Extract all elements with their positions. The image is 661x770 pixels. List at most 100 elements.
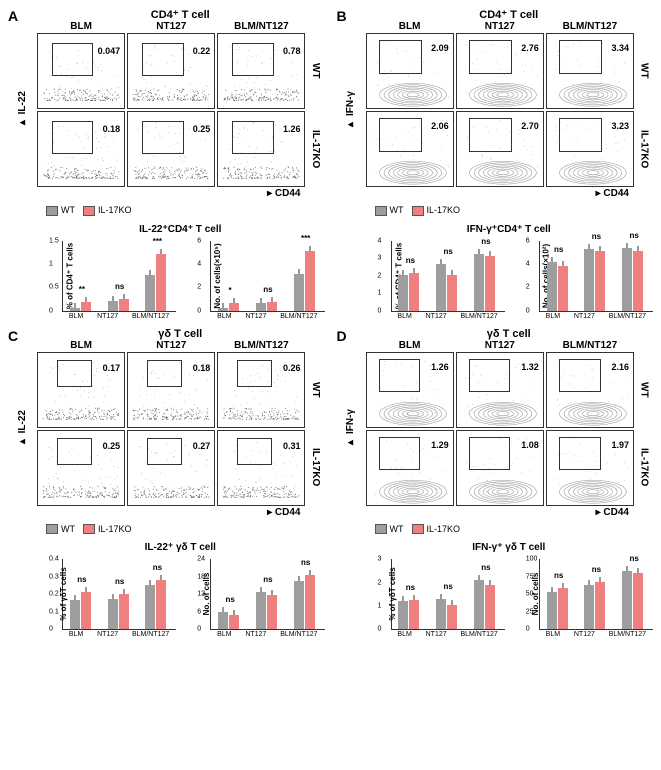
condition-label: BLM/NT127	[216, 21, 306, 32]
error-bar	[414, 268, 415, 273]
significance-label: ns	[547, 571, 571, 580]
gate-box	[237, 438, 272, 465]
bar-wt	[436, 599, 446, 629]
bar-wt	[584, 585, 594, 629]
bar-xlabel: BLM	[397, 631, 411, 638]
gate-value: 2.70	[521, 121, 539, 131]
error-bar	[414, 595, 415, 600]
bar-wt	[584, 249, 594, 310]
significance-label: ns	[70, 575, 94, 584]
flow-plot: 0.78	[217, 33, 305, 109]
significance-label: ns	[584, 565, 608, 574]
gate-value: 0.17	[103, 363, 121, 373]
bar-ko	[633, 251, 643, 311]
condition-header: BLMNT127BLM/NT127	[8, 340, 325, 351]
legend: WTIL-17KO	[375, 205, 654, 216]
bar-ko	[485, 256, 495, 311]
ytick: 0	[378, 307, 382, 314]
bar-xlabels: BLMNT127BLM/NT127	[539, 313, 653, 320]
error-bar	[74, 303, 75, 308]
ytick: 75	[526, 573, 534, 580]
condition-label: NT127	[455, 340, 545, 351]
gate-value: 3.34	[611, 43, 629, 53]
error-bar	[452, 270, 453, 275]
condition-header: BLMNT127BLM/NT127	[337, 21, 654, 32]
bar-group	[622, 571, 646, 629]
bar-wt	[398, 275, 408, 311]
bar-ylabel: No. of cells(×10⁵)	[213, 243, 222, 308]
bar-ko	[156, 580, 166, 629]
condition-label: NT127	[126, 21, 216, 32]
bar-chart-wrap: No. of cells06121824nsnsnsBLMNT127BLM/NT…	[184, 559, 324, 638]
error-bar	[123, 589, 124, 594]
error-bar	[309, 570, 310, 575]
bar-xlabels: BLMNT127BLM/NT127	[539, 631, 653, 638]
ytick: 4	[378, 237, 382, 244]
condition-label: NT127	[455, 21, 545, 32]
panel-title: γδ T cell	[365, 328, 654, 340]
ytick: 0	[49, 307, 53, 314]
error-bar	[638, 568, 639, 573]
bar-wt	[294, 274, 304, 310]
bar-xlabel: BLM/NT127	[280, 631, 317, 638]
bar-wt	[145, 275, 155, 310]
bar-group	[584, 249, 608, 310]
ytick: 0	[378, 626, 382, 633]
gate-value: 0.18	[103, 124, 121, 134]
legend-ko: IL-17KO	[427, 524, 461, 534]
bar-ko	[485, 585, 495, 630]
gate-value: 0.18	[193, 363, 211, 373]
flow-plot: 2.09	[366, 33, 454, 109]
panel-C: Cγδ T cellBLMNT127BLM/NT127▸ IL-220.170.…	[8, 328, 325, 639]
error-bar	[112, 296, 113, 301]
bar-group	[256, 302, 280, 311]
bar-group	[294, 251, 318, 311]
genotype-label: WT	[310, 382, 321, 398]
flow-plot: 0.25	[37, 430, 125, 506]
genotype-label: WT	[638, 63, 649, 79]
panel-B: BCD4⁺ T cellBLMNT127BLM/NT127▸ IFN-γ2.09…	[337, 8, 654, 320]
significance-label: ns	[622, 231, 646, 240]
flow-plot: 2.76	[456, 33, 544, 109]
gate-box	[469, 118, 512, 153]
bar-xlabel: NT127	[245, 631, 266, 638]
gate-box	[147, 438, 182, 465]
bar-wt	[622, 248, 632, 310]
gate-value: 0.22	[193, 46, 211, 56]
bar-ko	[595, 582, 605, 630]
gate-box	[57, 438, 92, 465]
ytick: 2	[378, 272, 382, 279]
gate-value: 2.76	[521, 43, 539, 53]
bar-xlabel: BLM/NT127	[609, 313, 646, 320]
legend-wt: WT	[390, 524, 404, 534]
ytick: 1	[378, 290, 382, 297]
gate-value: 1.97	[611, 440, 629, 450]
bar-xlabel: BLM/NT127	[132, 313, 169, 320]
bar-ko	[558, 266, 568, 310]
error-bar	[161, 249, 162, 254]
legend-ko: IL-17KO	[98, 205, 132, 215]
error-bar	[551, 587, 552, 592]
ytick: 0.3	[49, 573, 59, 580]
bar-chart: % of CD4⁺ T cells01234nsnsns	[391, 241, 505, 312]
y-axis-label: ▸ IFN-γ	[345, 409, 356, 448]
flow-plot: 0.18	[37, 111, 125, 187]
bar-wt	[70, 308, 80, 310]
error-bar	[112, 594, 113, 599]
gate-value: 0.78	[283, 46, 301, 56]
condition-header: BLMNT127BLM/NT127	[337, 340, 654, 351]
bar-ylabel: % of CD4⁺ T cells	[66, 242, 75, 308]
significance-label: ns	[145, 563, 169, 572]
gate-box	[379, 359, 421, 392]
bar-wt	[218, 308, 228, 310]
bar-group	[70, 592, 94, 629]
gate-value: 1.26	[283, 124, 301, 134]
error-bar	[627, 566, 628, 571]
figure-grid: ACD4⁺ T cellBLMNT127BLM/NT127▸ IL-220.04…	[8, 8, 653, 638]
bar-group	[145, 254, 169, 311]
bar-chart-wrap: % of γδT cells0123nsnsnsBLMNT127BLM/NT12…	[365, 559, 505, 638]
bar-chart: % of γδT cells0123nsnsns	[391, 559, 505, 630]
flow-plot: 1.26	[366, 352, 454, 428]
chart-area: WTIL-17KOIFN-γ⁺ γδ T cell% of γδT cells0…	[365, 524, 654, 639]
bar-xlabels: BLMNT127BLM/NT127	[62, 313, 176, 320]
